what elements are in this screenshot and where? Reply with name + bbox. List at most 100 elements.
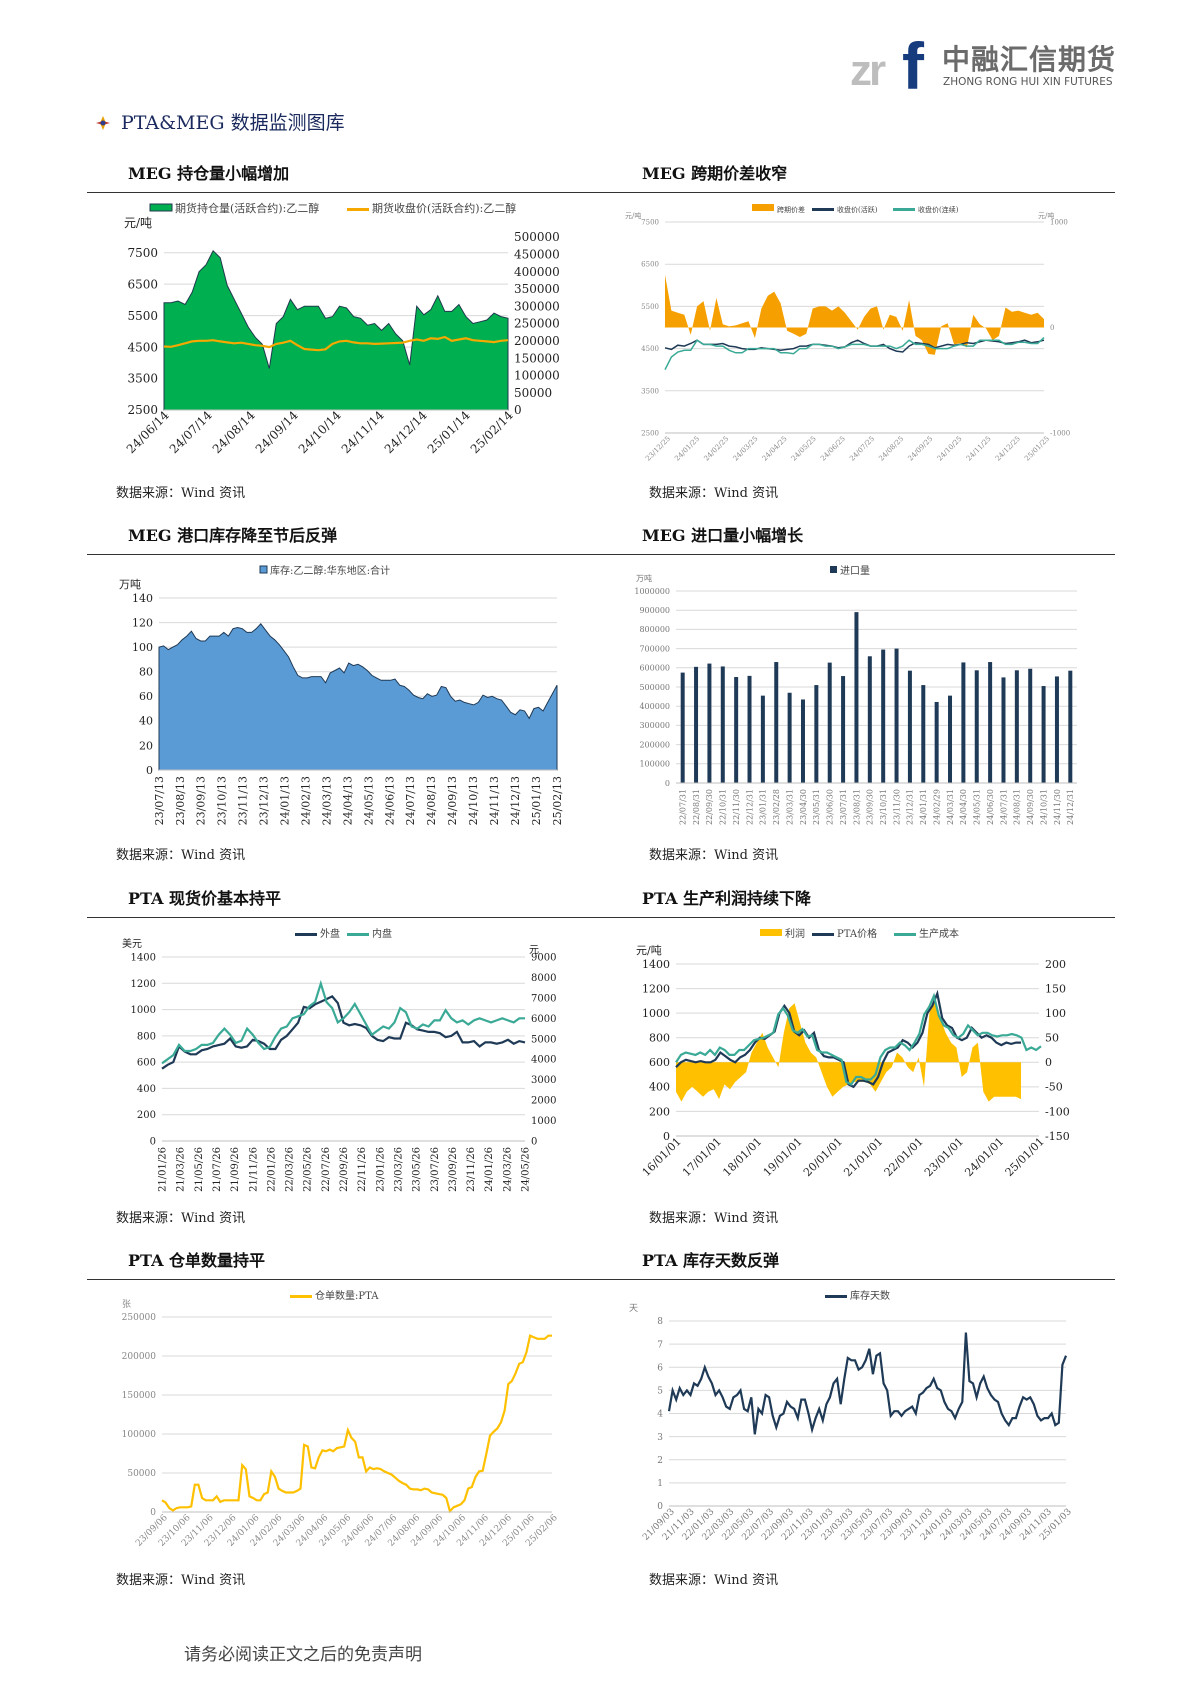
bar	[1068, 670, 1073, 783]
y-tick-label: 0	[657, 1502, 663, 1512]
y2-tick-label: 0	[514, 403, 522, 417]
bar	[841, 676, 846, 783]
x-tick-label: 22/01/26	[266, 1147, 277, 1192]
y-tick-label: 7500	[127, 246, 158, 260]
y-tick-label: 2	[657, 1456, 663, 1466]
title-divider	[600, 554, 1115, 555]
bar	[694, 666, 699, 783]
x-tick-label: 23/07/31	[839, 789, 848, 825]
y-tick-label: 6500	[641, 261, 659, 269]
x-tick-label: 22/03/26	[285, 1147, 296, 1192]
y2-tick-label: 7000	[531, 993, 556, 1004]
x-tick-label: 24/09/25	[907, 435, 935, 463]
x-tick-label: 25/01/01	[1003, 1135, 1047, 1179]
x-tick-label: 24/09/30	[1026, 789, 1035, 825]
y-tick-label: 0	[665, 779, 670, 788]
x-tick-label: 23/08/13	[174, 776, 187, 825]
x-tick-label: 21/03/26	[176, 1147, 187, 1192]
y2-tick-label: 6000	[531, 1014, 556, 1025]
chart-title: PTA 库存天数反弹	[642, 1251, 780, 1270]
y2-tick-label: 300000	[514, 299, 560, 313]
data-source: 数据来源：Wind 资讯	[116, 1573, 246, 1588]
x-tick-label: 21/07/26	[212, 1147, 223, 1192]
x-tick-label: 23/11/26	[466, 1147, 477, 1192]
y-tick-label: 600	[137, 1058, 156, 1069]
y2-tick-label: 50000	[514, 386, 552, 400]
legend-swatch	[290, 1295, 312, 1298]
chart-title: MEG 进口量小幅增长	[642, 526, 804, 545]
y-tick-label: 4500	[127, 340, 158, 354]
x-tick-label: 24/01/01	[962, 1135, 1006, 1179]
y-tick-label: 700000	[639, 644, 670, 653]
y2-tick-label: -1000	[1050, 429, 1070, 437]
y-axis-unit: 元/吨	[124, 216, 152, 230]
legend-label: 库存天数	[850, 1289, 890, 1302]
legend-swatch	[825, 1295, 847, 1298]
bar	[707, 663, 712, 783]
data-source: 数据来源：Wind 资讯	[649, 1573, 779, 1588]
x-tick-label: 24/09/14	[253, 408, 301, 456]
legend-label: 进口量	[840, 565, 870, 577]
x-tick-label: 23/04/30	[799, 789, 808, 825]
x-tick-label: 23/01/31	[759, 789, 768, 825]
x-tick-label: 23/12/25	[644, 435, 672, 463]
company-logo: zr f 中融汇信期货 ZHONG RONG HUI XIN FUTURES	[850, 28, 1130, 103]
y2-tick-label: 4000	[531, 1055, 556, 1066]
legend-swatch	[347, 933, 369, 936]
x-tick-label: 24/08/14	[210, 408, 258, 456]
legend-swatch	[812, 208, 834, 211]
bar	[800, 699, 805, 783]
y-tick-label: 200	[137, 1110, 156, 1121]
bar	[1028, 668, 1033, 783]
y2-tick-label: 50	[1045, 1032, 1059, 1045]
title-divider	[600, 1279, 1115, 1280]
x-tick-label: 22/11/26	[357, 1147, 368, 1192]
x-tick-label: 16/01/01	[640, 1135, 684, 1179]
x-tick-label: 24/07/14	[167, 408, 215, 456]
x-tick-label: 24/06/25	[819, 435, 847, 463]
x-tick-label: 22/09/26	[339, 1147, 350, 1192]
series-line	[161, 979, 525, 1065]
x-tick-label: 24/03/25	[732, 435, 760, 463]
x-tick-label: 24/07/13	[404, 776, 417, 825]
x-tick-label: 22/12/31	[745, 789, 754, 825]
y2-tick-label: 500000	[514, 230, 560, 244]
x-tick-label: 23/01/26	[375, 1147, 386, 1192]
x-tick-label: 19/01/01	[761, 1135, 805, 1179]
section-heading: PTA&MEG 数据监测图库	[95, 108, 345, 135]
y2-tick-label: 150000	[514, 351, 560, 365]
bar	[787, 692, 792, 783]
title-divider	[600, 192, 1115, 193]
bar	[814, 685, 819, 783]
x-tick-label: 24/07/31	[999, 789, 1008, 825]
legend-swatch	[295, 933, 317, 936]
y-tick-label: 8	[657, 1317, 663, 1327]
chart: 0 200 400 600 800 1000 1200 1400 -150 -100 -50 0 50 1…	[636, 927, 1070, 1179]
series-line	[675, 989, 1021, 1089]
y-tick-label: 0	[150, 1508, 156, 1518]
y-tick-label: 4500	[641, 345, 659, 353]
y2-tick-label: 9000	[531, 953, 556, 964]
legend-label: 外盘	[320, 927, 340, 940]
bar	[921, 685, 926, 783]
x-tick-label: 23/12/31	[906, 789, 915, 825]
y-tick-label: 3500	[127, 372, 158, 386]
y-tick-label: 50000	[127, 1469, 156, 1479]
bar	[734, 677, 739, 783]
x-tick-label: 22/11/30	[732, 789, 741, 825]
series-line	[664, 337, 1045, 371]
legend-label: 仓单数量:PTA	[315, 1289, 379, 1302]
y-tick-label: 400	[137, 1084, 156, 1095]
bar	[894, 648, 899, 783]
y-tick-label: 6500	[127, 277, 158, 291]
y-tick-label: 5500	[127, 309, 158, 323]
x-tick-label: 20/01/01	[801, 1135, 845, 1179]
x-tick-label: 24/12/25	[994, 435, 1022, 463]
y-tick-label: 1000	[642, 1007, 670, 1020]
x-tick-label: 24/12/13	[509, 776, 522, 825]
y-axis-unit: 美元	[122, 937, 142, 950]
x-tick-label: 24/01/13	[279, 776, 292, 825]
x-tick-label: 23/05/31	[812, 789, 821, 825]
y-tick-label: 3	[657, 1433, 663, 1443]
